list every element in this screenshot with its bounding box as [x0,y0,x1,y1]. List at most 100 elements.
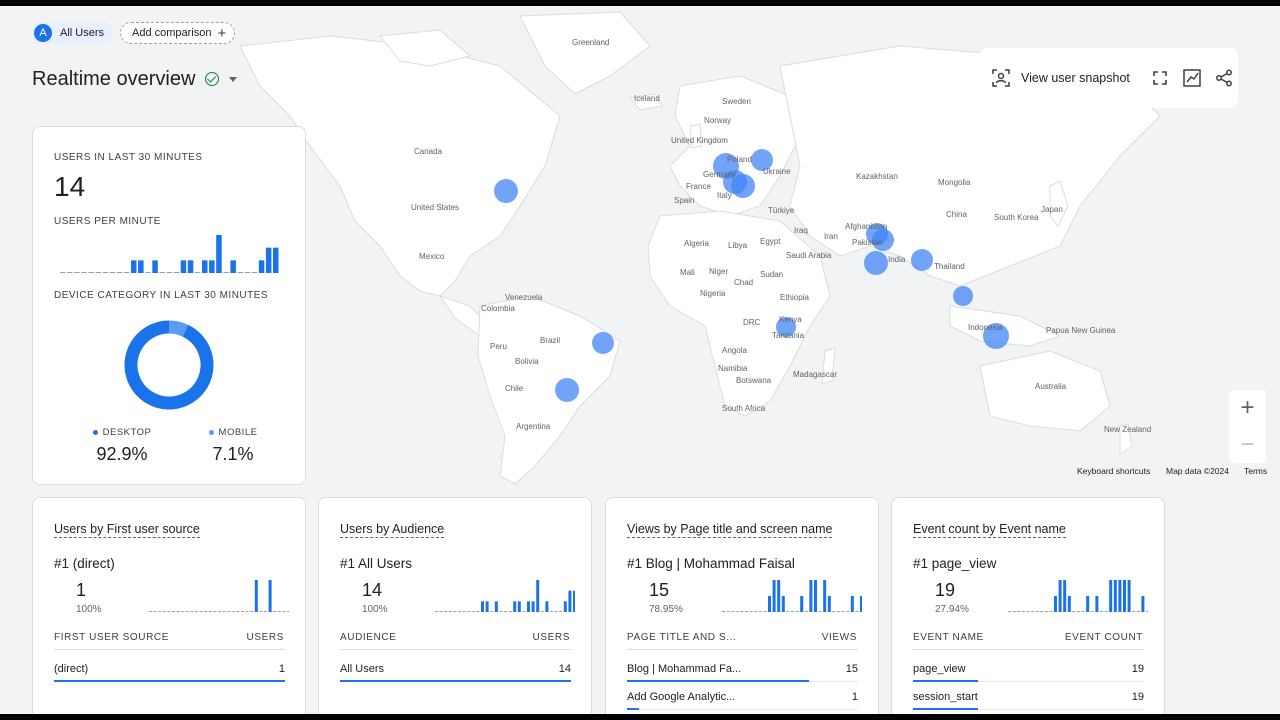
card-sparkline-bar[interactable] [513,601,517,612]
table-row[interactable]: Add Google Analytic... 1 [627,682,858,710]
card-sparkline-bar[interactable] [494,601,498,612]
header-divider [54,649,285,650]
card-sparkline-bar[interactable] [777,580,781,612]
card-sparkline-bar[interactable] [527,601,530,612]
user-location-marker[interactable] [731,174,755,198]
view-user-snapshot-button[interactable]: View user snapshot [988,63,1134,93]
card-sparkline-bar[interactable] [1127,580,1131,612]
users-per-minute-chart[interactable] [60,233,280,275]
user-location-marker[interactable] [592,332,614,354]
card-sparkline-bar[interactable] [1058,580,1062,612]
page-title[interactable]: Realtime overview [32,64,245,94]
card-sparkline-bar[interactable] [827,596,831,612]
users-per-minute-bar[interactable] [265,247,272,273]
row-label: Blog | Mohammad Fa... [627,663,742,675]
user-location-marker[interactable] [911,249,933,271]
card-title[interactable]: Users by Audience [340,522,445,538]
map-label: Libya [728,241,748,250]
user-location-marker[interactable] [953,286,973,306]
users-per-minute-bar[interactable] [180,260,187,273]
user-location-marker[interactable] [555,378,579,402]
card-sparkline-bar[interactable] [1054,596,1057,612]
card-sparkline-bar[interactable] [800,596,804,612]
users-per-minute-bar[interactable] [138,260,144,273]
fullscreen-button[interactable] [1148,66,1172,90]
card-sparkline-bar[interactable] [1095,596,1099,612]
table-row[interactable]: session_start 19 [913,682,1144,710]
card-sparkline-bar[interactable] [573,590,575,612]
add-comparison-button[interactable]: Add comparison + [120,22,236,44]
users-per-minute-bar[interactable] [152,260,158,273]
card-sparkline-bar[interactable] [1109,580,1113,612]
user-location-marker[interactable] [494,179,518,203]
users-per-minute-bar[interactable] [202,260,208,273]
table-row[interactable]: Blog | Mohammad Fa... 15 [627,654,858,682]
card-sparkline-bar[interactable] [809,580,813,612]
card-sparkline[interactable] [149,578,289,614]
card-sparkline-bar[interactable] [1067,596,1071,612]
user-location-marker[interactable] [872,229,894,251]
card-sparkline-bar[interactable] [1086,596,1090,612]
card-sparkline-baseline [722,611,725,612]
card-sparkline-bar[interactable] [485,601,489,612]
map-label: Norway [704,116,732,125]
column-header-metric: USERS [246,632,284,643]
keyboard-shortcuts-link[interactable]: Keyboard shortcuts [1077,466,1151,476]
card-sparkline-baseline [795,611,799,612]
user-location-marker[interactable] [864,251,888,275]
header-divider [913,649,1144,650]
card-title[interactable]: Event count by Event name [913,522,1066,538]
users-per-minute-bar[interactable] [131,260,137,273]
users-per-minute-bar[interactable] [273,247,279,273]
terms-link[interactable]: Terms [1244,466,1268,476]
card-sparkline-bar[interactable] [768,596,771,612]
zoom-in-button[interactable]: + [1240,394,1255,421]
card-sparkline-bar[interactable] [860,596,862,612]
donut-segment-mobile[interactable] [124,320,214,410]
card-sparkline-bar[interactable] [814,580,817,612]
insights-button[interactable] [1180,66,1204,90]
card-sparkline[interactable] [722,578,862,614]
users-per-minute-bar[interactable] [258,260,265,273]
card-sparkline-bar[interactable] [481,601,484,612]
device-donut-chart[interactable] [123,319,215,411]
card-sparkline-bar[interactable] [1113,580,1117,612]
row-label: page_view [913,663,966,675]
segment-chip-all-users[interactable]: A All Users [32,22,115,44]
card-sparkline-bar[interactable] [1123,580,1126,612]
table-row[interactable]: page_view 19 [913,654,1144,682]
users-per-minute-bar[interactable] [230,260,236,273]
share-button[interactable] [1212,66,1236,90]
users-per-minute-bar[interactable] [216,235,222,273]
card-sparkline-bar[interactable] [568,590,572,612]
card-title[interactable]: Views by Page title and screen name [627,522,833,538]
world-map-canvas[interactable] [0,6,1280,492]
users-per-minute-bar[interactable] [187,260,194,273]
user-location-marker[interactable] [776,317,796,337]
card-sparkline-bar[interactable] [823,580,827,612]
card-sparkline-bar[interactable] [531,601,535,612]
card-sparkline-bar[interactable] [268,580,272,612]
user-location-marker[interactable] [751,149,773,171]
card-title[interactable]: Users by First user source [54,522,200,538]
card-sparkline-bar[interactable] [1141,596,1145,612]
table-row[interactable]: (direct) 1 [54,654,285,682]
users-30-value: 14 [54,171,86,202]
card-sparkline-bar[interactable] [563,601,567,612]
card-sparkline-bar[interactable] [254,580,258,612]
table-row[interactable]: All Users 14 [340,654,571,682]
card-sparkline[interactable] [1008,578,1148,614]
card-sparkline-bar[interactable] [772,580,776,612]
card-sparkline[interactable] [435,578,575,614]
top-item: #1 (direct) [54,556,115,571]
user-location-marker[interactable] [983,323,1009,349]
card-sparkline-bar[interactable] [536,580,540,612]
card-sparkline-bar[interactable] [545,601,549,612]
users-per-minute-bar[interactable] [209,260,215,273]
zoom-out-button[interactable]: − [1240,431,1255,458]
card-sparkline-bar[interactable] [517,601,521,612]
card-sparkline-bar[interactable] [850,596,854,612]
card-sparkline-bar[interactable] [781,596,785,612]
card-sparkline-bar[interactable] [1063,580,1067,612]
card-sparkline-bar[interactable] [1118,580,1122,612]
